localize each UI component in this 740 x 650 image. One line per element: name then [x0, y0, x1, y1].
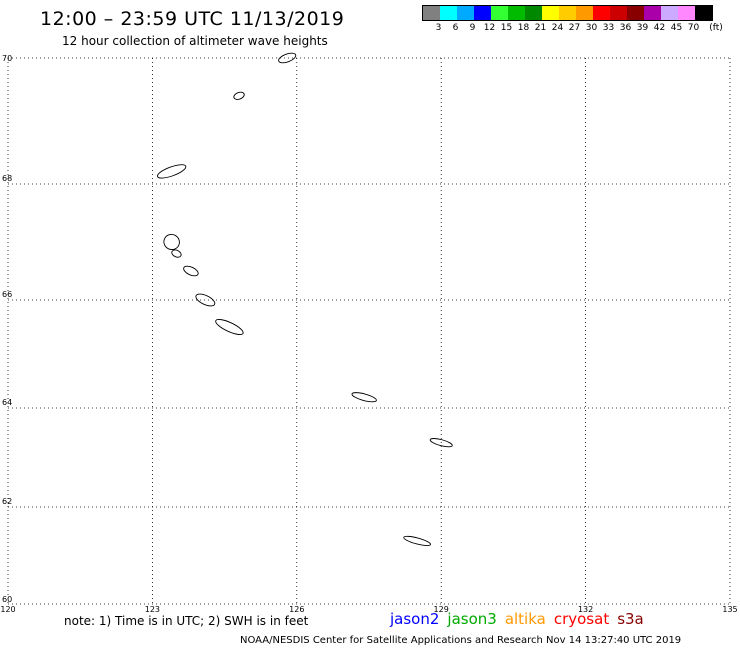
- legend-label: 9: [469, 23, 476, 33]
- wave-contour: [429, 438, 453, 448]
- footnote: note: 1) Time is in UTC; 2) SWH is in fe…: [64, 614, 309, 628]
- lon-tick-label: 123: [145, 605, 160, 614]
- legend-swatch: [457, 6, 474, 20]
- legend-label: 12: [483, 23, 496, 33]
- wave-contour: [233, 91, 245, 100]
- legend-swatch: [644, 6, 661, 20]
- legend-swatch: [661, 6, 678, 20]
- satellite-label-cryosat: cryosat: [553, 610, 610, 628]
- legend-label: 18: [517, 23, 530, 33]
- wave-contour: [183, 265, 199, 277]
- legend-unit: (ft): [709, 23, 723, 33]
- legend-label: 6: [452, 23, 459, 33]
- lon-tick-label: 132: [578, 605, 593, 614]
- legend-swatch: [525, 6, 542, 20]
- lat-tick-label: 64: [2, 398, 12, 407]
- legend-label: 27: [568, 23, 581, 33]
- satellite-label-jason3: jason3: [447, 610, 497, 628]
- legend-swatch: [576, 6, 593, 20]
- lon-tick-label: 120: [0, 605, 15, 614]
- map-ticks: 120 123 126 129 132 135 60 62 64 66 68 70: [0, 54, 737, 614]
- wave-contour: [195, 293, 216, 307]
- page-subtitle: 12 hour collection of altimeter wave hei…: [62, 34, 328, 48]
- lat-tick-label: 62: [2, 497, 12, 506]
- legend-swatch: [508, 6, 525, 20]
- lat-tick-label: 60: [2, 595, 12, 604]
- wave-contour: [215, 319, 244, 335]
- wave-contour: [156, 164, 187, 179]
- legend-swatch: [559, 6, 576, 20]
- page-title: 12:00 – 23:59 UTC 11/13/2019: [40, 8, 345, 30]
- legend-label: 15: [500, 23, 513, 33]
- legend-label: 70: [687, 23, 700, 33]
- lon-tick-label: 135: [722, 605, 737, 614]
- satellite-label-s3a: s3a: [617, 610, 644, 628]
- map-grid: [7, 57, 731, 605]
- legend-label: 42: [653, 23, 666, 33]
- legend-swatches: [422, 5, 713, 21]
- satellite-legend: jason2 jason3 altika cryosat s3a: [390, 610, 652, 628]
- legend-swatch: [627, 6, 644, 20]
- legend-label: 30: [585, 23, 598, 33]
- color-legend: 3 6 9 12 15 18 21 24 27 30 33 36 39 42 45 70 (ft): [422, 5, 723, 35]
- lon-tick-label: 129: [434, 605, 449, 614]
- legend-swatch: [593, 6, 610, 20]
- legend-swatch: [678, 6, 695, 20]
- lon-tick-label: 126: [289, 605, 304, 614]
- legend-swatch: [423, 6, 440, 20]
- satellite-label-jason2: jason2: [390, 610, 440, 628]
- legend-swatch: [610, 6, 627, 20]
- legend-label: 3: [435, 23, 442, 33]
- legend-swatch: [440, 6, 457, 20]
- wave-contour: [403, 535, 431, 547]
- wave-contours: [156, 52, 453, 547]
- wave-contour: [171, 249, 182, 258]
- legend-swatch: [542, 6, 559, 20]
- lat-tick-label: 66: [2, 290, 12, 299]
- legend-swatch: [491, 6, 508, 20]
- legend-label: 33: [602, 23, 615, 33]
- lat-tick-label: 68: [2, 174, 12, 183]
- legend-label: 36: [619, 23, 632, 33]
- lat-tick-label: 70: [2, 54, 12, 63]
- wave-contour: [351, 392, 377, 403]
- satellite-label-altika: altika: [504, 610, 546, 628]
- credit-line: NOAA/NESDIS Center for Satellite Applica…: [240, 635, 682, 646]
- legend-label: 21: [534, 23, 547, 33]
- wave-contour: [163, 233, 180, 251]
- legend-swatch: [695, 6, 712, 20]
- legend-label: 24: [551, 23, 564, 33]
- legend-label: 39: [636, 23, 649, 33]
- legend-label: 45: [670, 23, 683, 33]
- legend-swatch: [474, 6, 491, 20]
- legend-labels: 3 6 9 12 15 18 21 24 27 30 33 36 39 42 45 70 (ft): [422, 21, 723, 35]
- wave-contour: [278, 52, 297, 64]
